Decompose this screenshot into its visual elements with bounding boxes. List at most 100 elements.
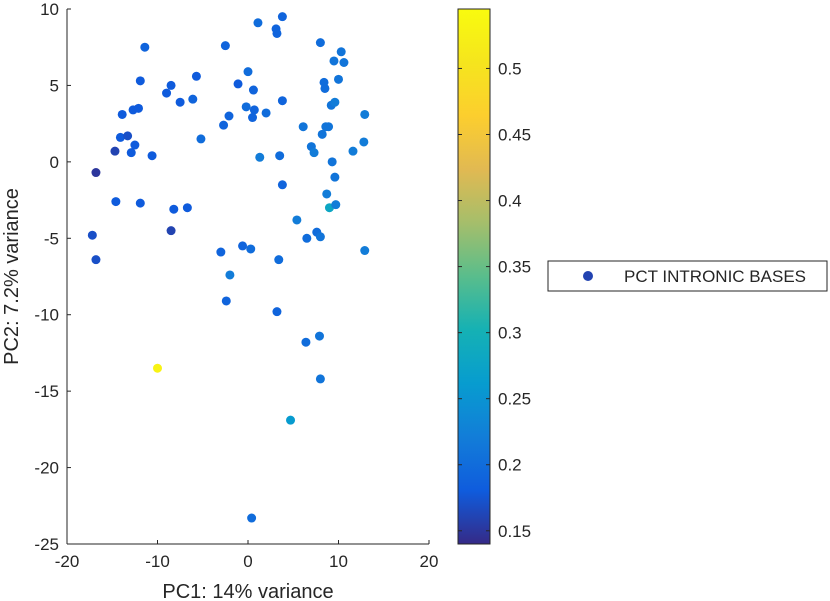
data-point — [110, 146, 120, 156]
data-point — [246, 244, 256, 254]
data-point — [255, 152, 265, 162]
y-tick-label: -5 — [44, 229, 59, 248]
data-point — [329, 56, 339, 66]
x-tick-label: -20 — [55, 552, 80, 571]
x-axis-label: PC1: 14% variance — [162, 581, 333, 601]
data-point — [315, 374, 325, 384]
data-point — [309, 148, 319, 158]
colorbar-tick-label: 0.5 — [498, 59, 522, 78]
x-tick-label: -10 — [145, 552, 170, 571]
legend[interactable]: PCT INTRONIC BASES — [547, 260, 828, 292]
colorbar-tick-label: 0.15 — [498, 522, 531, 541]
data-point — [123, 131, 133, 141]
colorbar-tick-label: 0.2 — [498, 456, 522, 475]
data-point — [334, 74, 343, 84]
data-point — [238, 241, 248, 251]
y-tick-label: -10 — [34, 306, 59, 325]
data-point — [117, 109, 127, 119]
data-point — [220, 41, 230, 51]
colorbar-tick-label: 0.3 — [498, 324, 522, 343]
data-point — [166, 226, 176, 236]
data-point — [182, 203, 192, 213]
data-point — [91, 168, 101, 178]
colorbar-tick-label: 0.4 — [498, 192, 522, 211]
data-point — [221, 296, 231, 306]
data-point — [339, 58, 349, 67]
y-tick-label: 5 — [50, 76, 59, 95]
data-point — [153, 363, 162, 373]
data-point — [243, 67, 253, 77]
data-point — [298, 122, 308, 132]
data-point — [272, 28, 282, 38]
data-point — [147, 151, 157, 161]
data-point — [301, 337, 311, 347]
data-point — [261, 108, 271, 118]
data-point — [247, 513, 257, 523]
data-point — [317, 129, 327, 139]
data-point — [359, 137, 369, 147]
data-point — [87, 230, 97, 240]
data-point — [188, 94, 198, 104]
data-point — [196, 134, 206, 144]
y-tick-label: -20 — [34, 459, 59, 478]
data-point — [330, 97, 340, 107]
data-point — [302, 233, 312, 243]
data-point — [286, 415, 296, 425]
data-point — [135, 76, 145, 86]
data-point — [272, 307, 282, 317]
data-point — [324, 122, 334, 132]
y-tick-label: -15 — [34, 382, 59, 401]
data-point — [126, 148, 136, 158]
data-point — [248, 113, 258, 123]
data-point — [292, 215, 302, 225]
data-point — [135, 198, 145, 208]
data-point — [331, 200, 341, 210]
data-point — [225, 270, 235, 280]
data-point — [249, 105, 259, 115]
colorbar-tick-label: 0.25 — [498, 390, 531, 409]
x-tick-label: 0 — [243, 552, 252, 571]
y-tick-label: -25 — [34, 535, 59, 554]
data-point — [241, 102, 251, 112]
data-point — [115, 132, 125, 142]
data-point — [219, 120, 229, 130]
data-point — [360, 109, 370, 119]
data-point — [360, 246, 370, 256]
data-point — [277, 12, 287, 22]
y-axis: 10 5 0 -5 -10 -15 -20 -25 — [34, 0, 71, 554]
data-point — [216, 247, 226, 257]
data-point — [330, 172, 340, 182]
y-tick-label: 0 — [50, 153, 59, 172]
data-point — [224, 111, 234, 121]
data-point — [91, 255, 101, 265]
data-point — [140, 42, 150, 52]
data-point — [233, 79, 243, 89]
y-tick-label: 10 — [40, 0, 59, 19]
data-point — [315, 232, 325, 242]
x-axis: -20 -10 0 10 20 — [55, 540, 438, 571]
colorbar-gradient — [457, 8, 491, 545]
data-point — [166, 80, 176, 90]
colorbar-tick-label: 0.45 — [498, 125, 531, 144]
data-point — [175, 97, 185, 107]
legend-entry: PCT INTRONIC BASES — [624, 267, 806, 286]
y-axis-label: PC2: 7.2% variance — [1, 188, 23, 365]
data-point — [314, 331, 324, 341]
data-point — [248, 85, 258, 95]
data-point — [133, 103, 143, 113]
legend-box — [547, 260, 828, 292]
data-point — [253, 18, 263, 28]
data-point — [274, 255, 284, 265]
data-point — [336, 47, 346, 57]
data-point — [111, 197, 121, 207]
legend-marker — [583, 271, 593, 281]
data-point — [130, 140, 140, 150]
data-point — [169, 204, 179, 214]
colorbar-tick-label: 0.35 — [498, 258, 531, 277]
data-point — [162, 88, 172, 98]
data-point — [320, 83, 330, 93]
data-point — [275, 151, 285, 161]
data-point — [277, 96, 287, 106]
plot-area — [87, 12, 370, 523]
